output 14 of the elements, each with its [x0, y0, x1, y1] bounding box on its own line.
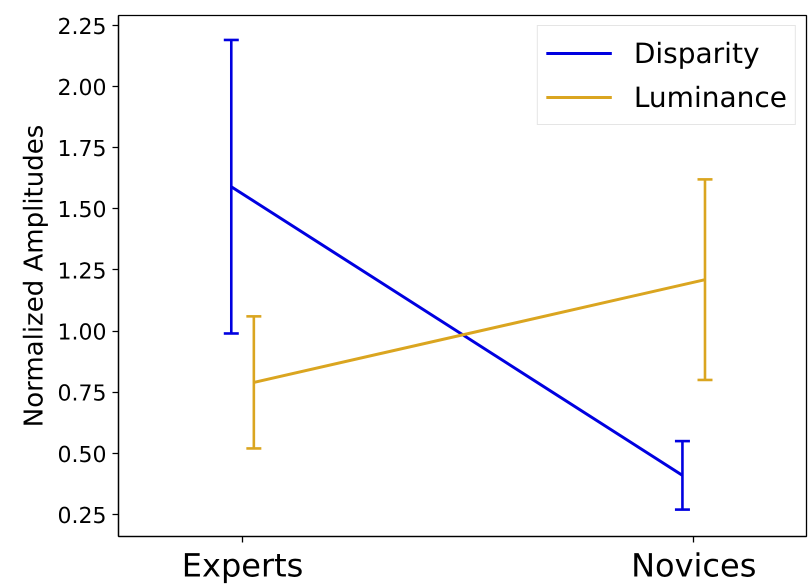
y-tick-label: 0.25 [58, 504, 106, 529]
y-tick-label: 1.00 [58, 320, 106, 346]
y-axis-title: Normalized Amplitudes [20, 124, 50, 428]
y-tick-label: 1.50 [58, 198, 106, 224]
x-tick-label: Experts [182, 546, 304, 584]
y-tick-label: 0.50 [58, 442, 106, 468]
x-tick-label: Novices [631, 546, 756, 584]
y-tick-label: 2.00 [58, 76, 106, 101]
y-tick-label: 0.75 [58, 382, 106, 407]
y-tick-label: 1.25 [58, 259, 106, 284]
legend-label: Luminance [634, 80, 787, 116]
y-tick-label: 1.75 [58, 137, 106, 162]
y-tick-label: 2.25 [58, 14, 106, 40]
legend-label: Disparity [634, 36, 760, 72]
